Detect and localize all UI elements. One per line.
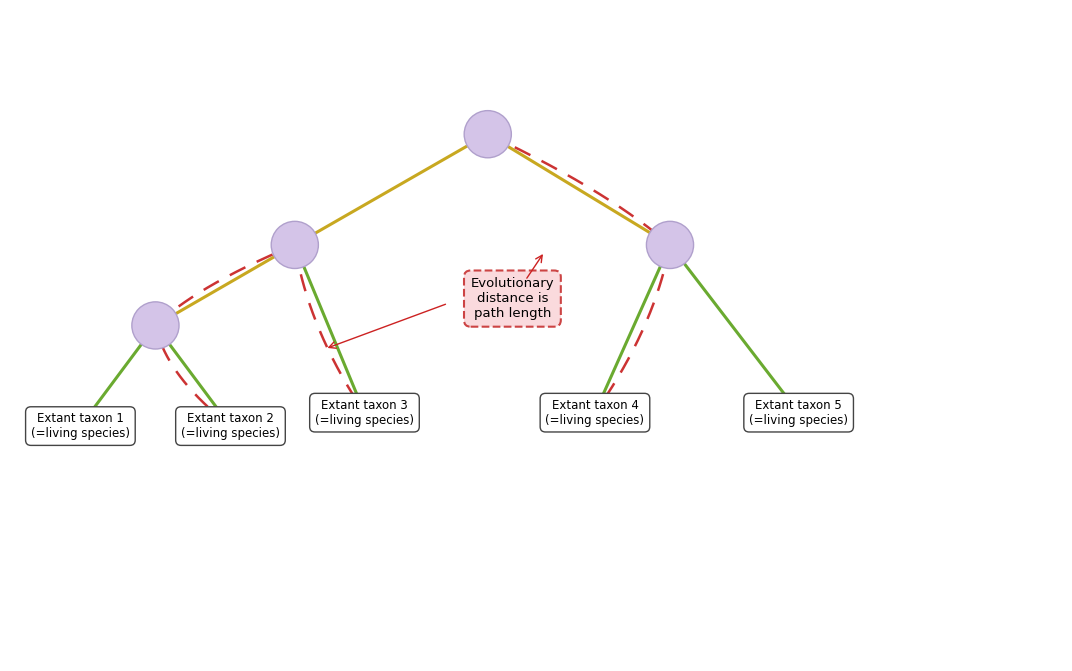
Text: Extant taxon 5
(=living species): Extant taxon 5 (=living species) bbox=[749, 399, 848, 427]
Text: Extant taxon 1
(=living species): Extant taxon 1 (=living species) bbox=[31, 412, 130, 440]
Text: Extant taxon 2
(=living species): Extant taxon 2 (=living species) bbox=[181, 412, 280, 440]
Ellipse shape bbox=[646, 221, 694, 268]
Ellipse shape bbox=[132, 302, 179, 349]
Ellipse shape bbox=[271, 221, 318, 268]
Ellipse shape bbox=[464, 111, 511, 158]
Text: Extant taxon 3
(=living species): Extant taxon 3 (=living species) bbox=[315, 399, 414, 427]
Text: Extant taxon 4
(=living species): Extant taxon 4 (=living species) bbox=[546, 399, 644, 427]
Text: Evolutionary
distance is
path length: Evolutionary distance is path length bbox=[471, 277, 554, 320]
